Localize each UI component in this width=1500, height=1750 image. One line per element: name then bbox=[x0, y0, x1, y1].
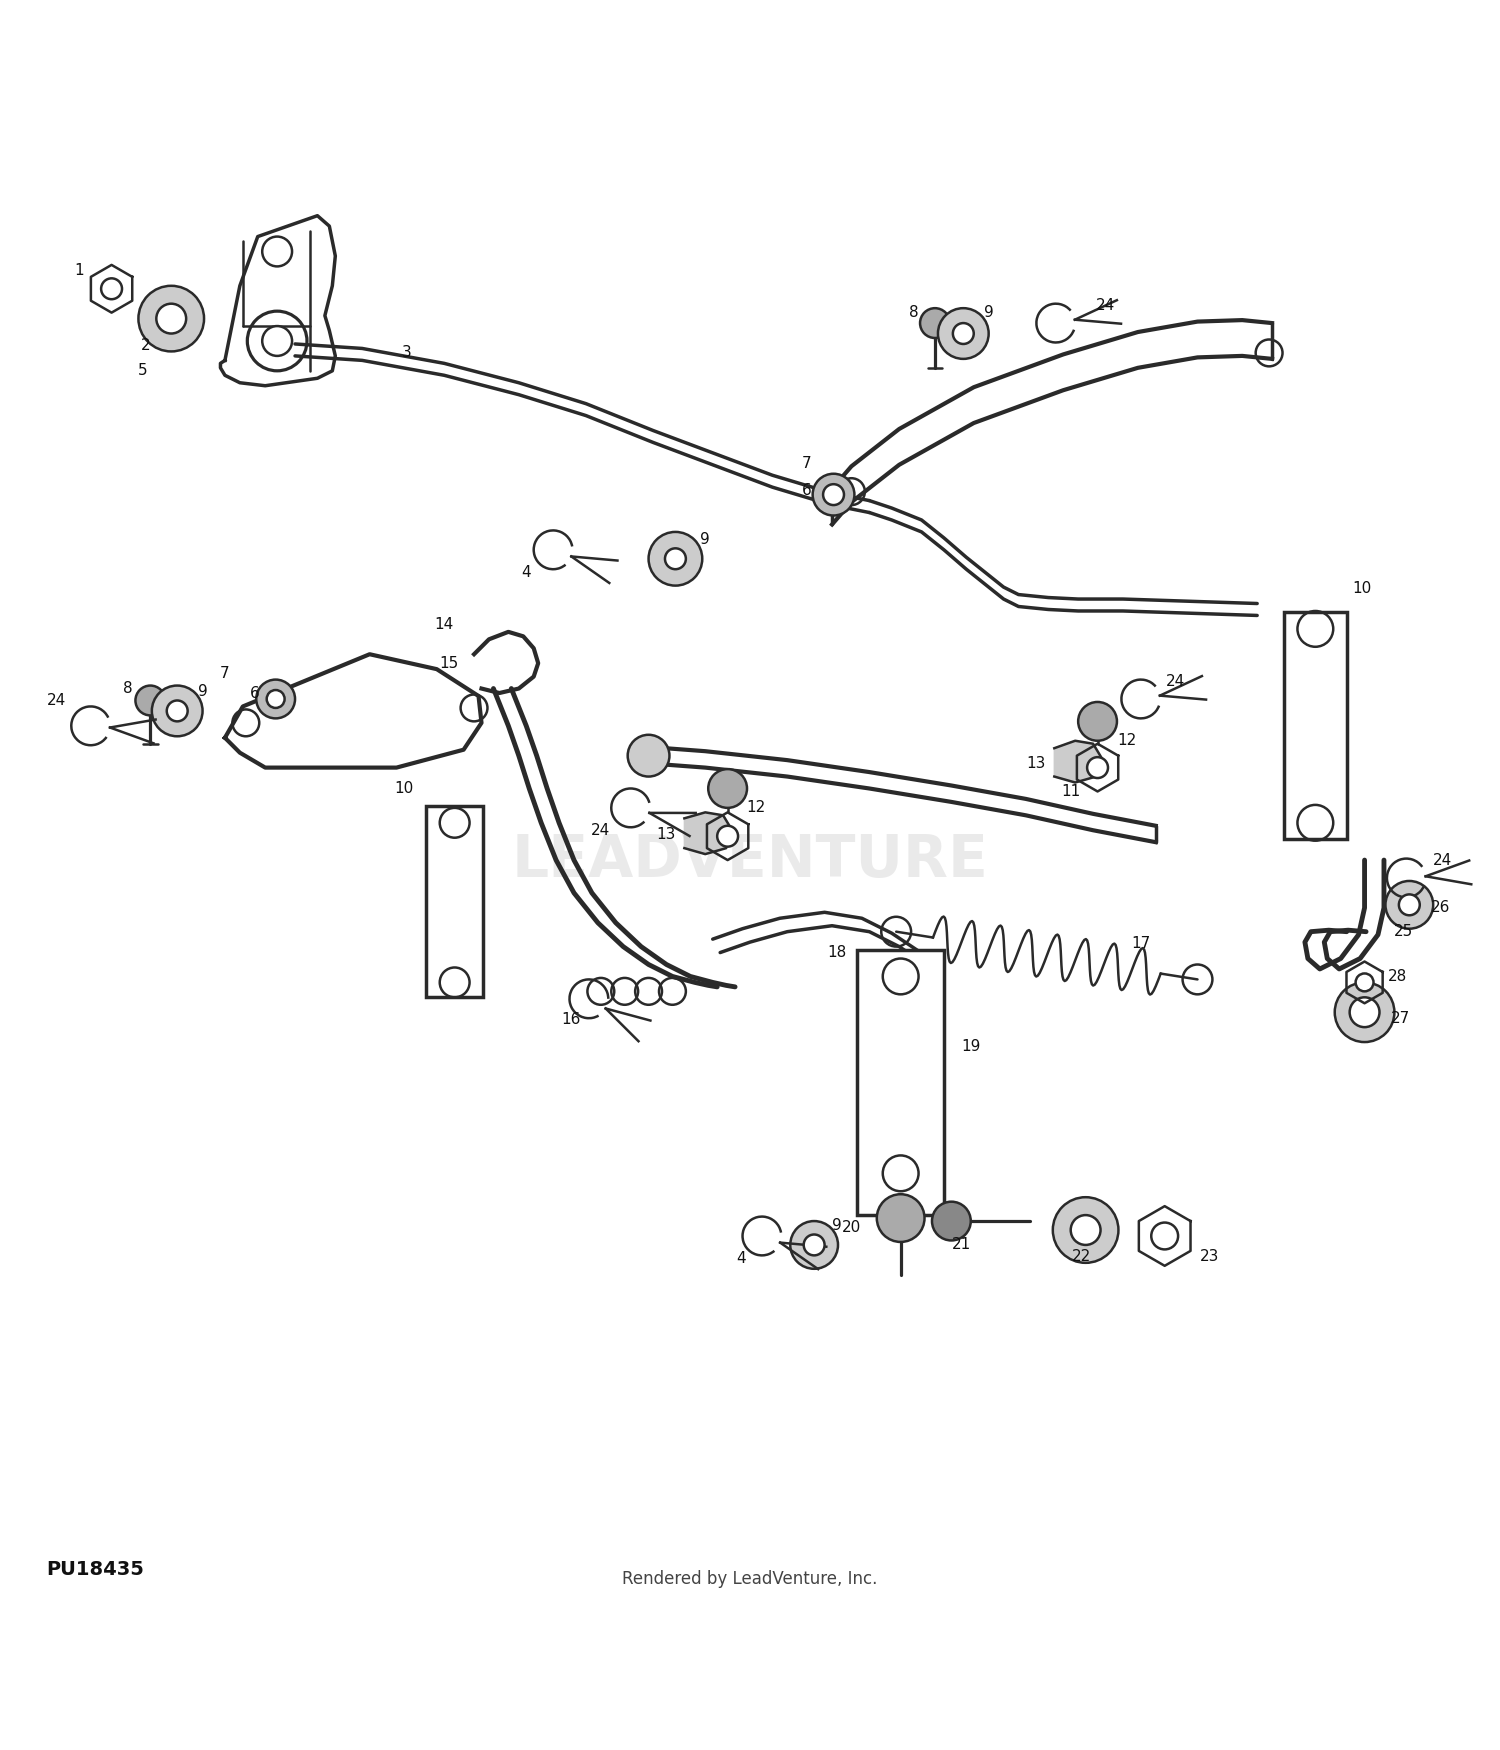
Circle shape bbox=[824, 485, 844, 506]
Text: 13: 13 bbox=[1026, 756, 1045, 770]
Text: 28: 28 bbox=[1388, 970, 1407, 984]
Polygon shape bbox=[1054, 740, 1102, 782]
Circle shape bbox=[1350, 997, 1380, 1027]
Circle shape bbox=[648, 532, 702, 586]
Text: 27: 27 bbox=[1390, 1011, 1410, 1026]
Circle shape bbox=[1400, 894, 1420, 915]
Text: 9: 9 bbox=[198, 684, 207, 698]
Text: 2: 2 bbox=[141, 338, 150, 354]
Circle shape bbox=[813, 474, 855, 516]
Text: 16: 16 bbox=[561, 1011, 580, 1027]
Text: 19: 19 bbox=[962, 1040, 981, 1054]
Circle shape bbox=[1053, 1197, 1119, 1263]
Text: Rendered by LeadVenture, Inc.: Rendered by LeadVenture, Inc. bbox=[622, 1570, 878, 1587]
Text: 26: 26 bbox=[1431, 900, 1450, 915]
Text: 10: 10 bbox=[394, 780, 414, 796]
Circle shape bbox=[790, 1222, 838, 1269]
Circle shape bbox=[1356, 973, 1374, 990]
Text: 20: 20 bbox=[842, 1220, 861, 1234]
Circle shape bbox=[1071, 1214, 1101, 1244]
Text: 24: 24 bbox=[591, 822, 610, 838]
Text: 12: 12 bbox=[1118, 733, 1137, 749]
Text: PU18435: PU18435 bbox=[46, 1559, 144, 1578]
Text: 5: 5 bbox=[138, 364, 147, 378]
Text: 24: 24 bbox=[46, 693, 66, 709]
Circle shape bbox=[135, 686, 165, 716]
Text: 8: 8 bbox=[123, 681, 134, 696]
Circle shape bbox=[932, 1202, 970, 1241]
Text: 24: 24 bbox=[1166, 674, 1185, 688]
Text: 9: 9 bbox=[831, 1218, 842, 1234]
Text: 7: 7 bbox=[220, 667, 230, 681]
Circle shape bbox=[804, 1234, 825, 1255]
Polygon shape bbox=[474, 632, 538, 693]
Text: 21: 21 bbox=[952, 1237, 972, 1253]
Text: 24: 24 bbox=[1095, 298, 1114, 313]
Text: 15: 15 bbox=[440, 656, 459, 670]
Circle shape bbox=[920, 308, 950, 338]
Bar bbox=[858, 950, 944, 1214]
Text: 4: 4 bbox=[736, 1251, 746, 1265]
Text: 3: 3 bbox=[402, 345, 412, 360]
Text: 9: 9 bbox=[700, 532, 709, 546]
Circle shape bbox=[267, 690, 285, 709]
Text: 18: 18 bbox=[827, 945, 846, 961]
Text: 25: 25 bbox=[1394, 924, 1413, 940]
Circle shape bbox=[262, 236, 292, 266]
Circle shape bbox=[1088, 758, 1108, 779]
Circle shape bbox=[1152, 1223, 1178, 1250]
Circle shape bbox=[1078, 702, 1118, 740]
Text: 24: 24 bbox=[1432, 852, 1452, 868]
Text: 12: 12 bbox=[747, 800, 765, 816]
Circle shape bbox=[627, 735, 669, 777]
Circle shape bbox=[1335, 982, 1395, 1041]
Circle shape bbox=[664, 548, 686, 569]
Circle shape bbox=[952, 324, 974, 345]
Circle shape bbox=[878, 1194, 924, 1242]
Circle shape bbox=[708, 768, 747, 808]
Text: 9: 9 bbox=[984, 304, 993, 320]
Polygon shape bbox=[684, 812, 732, 854]
Text: 17: 17 bbox=[1131, 936, 1150, 950]
Text: 4: 4 bbox=[522, 565, 531, 579]
Text: 6: 6 bbox=[802, 483, 812, 497]
Circle shape bbox=[256, 679, 296, 717]
Polygon shape bbox=[225, 654, 482, 768]
Circle shape bbox=[717, 826, 738, 847]
Circle shape bbox=[138, 285, 204, 352]
Text: 10: 10 bbox=[1352, 581, 1371, 597]
Circle shape bbox=[1386, 880, 1432, 929]
Circle shape bbox=[156, 304, 186, 334]
Circle shape bbox=[938, 308, 988, 359]
Text: 23: 23 bbox=[1200, 1250, 1219, 1264]
Text: 6: 6 bbox=[251, 686, 260, 700]
Text: 7: 7 bbox=[802, 455, 812, 471]
Text: LEADVENTURE: LEADVENTURE bbox=[512, 831, 988, 889]
Text: 8: 8 bbox=[909, 304, 920, 320]
Circle shape bbox=[166, 700, 188, 721]
Bar bbox=[1284, 612, 1347, 840]
Text: 11: 11 bbox=[1060, 784, 1080, 800]
Text: 22: 22 bbox=[1071, 1250, 1090, 1264]
Text: 14: 14 bbox=[435, 618, 454, 632]
Bar bbox=[426, 807, 483, 997]
Text: 13: 13 bbox=[657, 828, 676, 842]
Text: 1: 1 bbox=[74, 262, 84, 278]
Circle shape bbox=[262, 326, 292, 355]
Circle shape bbox=[152, 686, 202, 737]
Polygon shape bbox=[220, 215, 336, 385]
Circle shape bbox=[100, 278, 122, 299]
